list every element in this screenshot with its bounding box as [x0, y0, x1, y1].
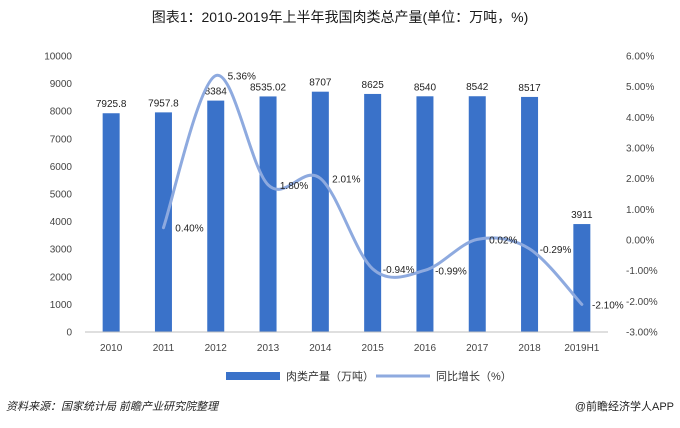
right-tick-label: 3.00%	[626, 144, 654, 155]
bar	[311, 91, 329, 332]
bar	[207, 100, 225, 333]
right-tick-label: 2.00%	[626, 174, 654, 185]
growth-value-label: -0.29%	[540, 245, 572, 256]
left-tick-label: 5000	[50, 190, 73, 201]
x-tick-label: 2013	[257, 343, 280, 354]
x-tick-label: 2012	[205, 343, 228, 354]
x-tick-label: 2019H1	[564, 343, 599, 354]
bar-value-label: 7925.8	[96, 99, 127, 110]
line-series	[161, 74, 584, 306]
right-tick-label: 0.00%	[626, 236, 654, 247]
x-axis: 2010 2011 2012 2013 2014 2015 2016 2017 2018 2019…	[85, 331, 608, 354]
source-note: 资料来源：国家统计局 前瞻产业研究院整理	[6, 400, 220, 413]
growth-value-label: -0.94%	[383, 265, 415, 276]
bar-value-label: 8542	[466, 82, 489, 93]
bar-value-label: 8625	[362, 80, 385, 91]
bar-data-labels: 7925.8 7957.8 8384 8535.02 8707 8625 8540 8542 8…	[96, 78, 593, 221]
bar-value-label: 8535.02	[250, 82, 287, 93]
left-tick-label: 6000	[50, 162, 73, 173]
bar	[364, 93, 382, 332]
brand-label: @前瞻经济学人APP	[575, 399, 674, 413]
left-tick-label: 0	[66, 328, 72, 339]
left-tick-label: 2000	[50, 272, 73, 283]
right-tick-label: -2.00%	[626, 297, 658, 308]
legend-label-growth: 同比增长（%）	[436, 369, 512, 383]
bar	[416, 96, 434, 333]
bar-value-label: 8540	[414, 82, 437, 93]
chart-title: 图表1：2010-2019年上半年我国肉类总产量(单位：万吨，%)	[152, 9, 529, 25]
x-tick-label: 2014	[309, 343, 332, 354]
bar	[154, 112, 172, 333]
growth-value-label: 1.80%	[280, 181, 308, 192]
line-data-labels: 0.40% 5.36% 1.80% 2.01% -0.94% -0.99% 0.02% -0.…	[175, 72, 624, 312]
bar	[573, 224, 591, 332]
left-tick-label: 10000	[44, 52, 72, 63]
right-tick-label: 5.00%	[626, 82, 654, 93]
x-tick-label: 2016	[414, 343, 437, 354]
right-tick-label: 4.00%	[626, 113, 654, 124]
bar	[468, 96, 486, 332]
x-tick-label: 2010	[100, 343, 123, 354]
x-tick-label: 2011	[153, 343, 175, 354]
left-tick-label: 9000	[50, 79, 73, 90]
growth-value-label: 2.01%	[332, 174, 360, 185]
growth-value-label: -2.10%	[592, 300, 624, 311]
bar	[102, 113, 120, 332]
left-tick-label: 8000	[50, 107, 73, 118]
bar-value-label: 8517	[518, 83, 541, 94]
growth-value-label: 0.40%	[175, 224, 203, 235]
bar	[521, 96, 539, 332]
right-tick-label: 1.00%	[626, 205, 654, 216]
right-tick-label: 6.00%	[626, 52, 654, 63]
bar-value-label: 8384	[205, 87, 228, 98]
bar	[259, 96, 277, 333]
left-tick-label: 1000	[50, 300, 73, 311]
left-axis: 0 1000 2000 3000 4000 5000 6000 7000 8000 9000 100…	[44, 52, 72, 339]
bar-value-label: 3911	[571, 210, 593, 221]
legend: 肉类产量（万吨） 同比增长（%）	[226, 369, 512, 383]
x-tick-label: 2018	[518, 343, 541, 354]
right-tick-label: -3.00%	[626, 328, 658, 339]
left-tick-label: 4000	[50, 217, 73, 228]
bar-series	[102, 91, 591, 333]
growth-line	[161, 74, 584, 306]
left-tick-label: 3000	[50, 245, 73, 256]
growth-value-label: 5.36%	[228, 72, 256, 83]
legend-swatch-production	[226, 372, 280, 380]
x-tick-label: 2015	[362, 343, 385, 354]
bar-value-label: 8707	[309, 78, 332, 89]
left-tick-label: 7000	[50, 134, 73, 145]
right-axis: -3.00% -2.00% -1.00% 0.00% 1.00% 2.00% 3.00% 4.…	[626, 52, 658, 339]
legend-label-production: 肉类产量（万吨）	[286, 369, 374, 383]
x-tick-label: 2017	[466, 343, 489, 354]
bar-value-label: 7957.8	[148, 98, 179, 109]
growth-value-label: -0.99%	[435, 266, 467, 277]
right-tick-label: -1.00%	[626, 266, 658, 277]
growth-value-label: 0.02%	[489, 235, 517, 246]
